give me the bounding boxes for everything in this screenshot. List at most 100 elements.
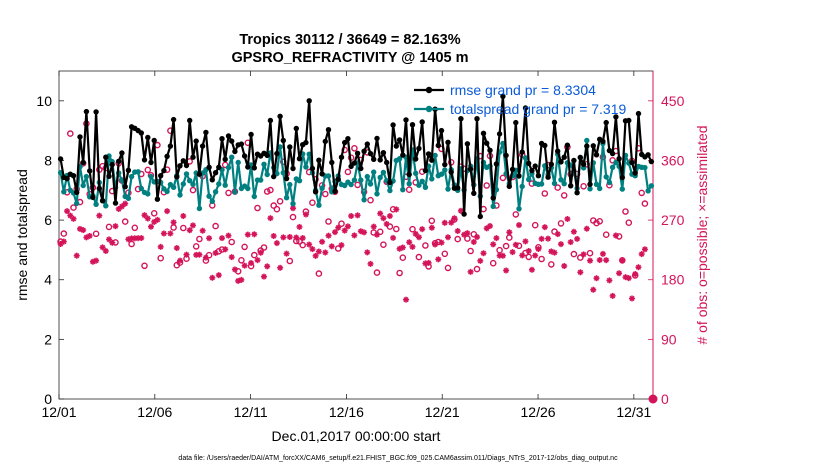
rmse-point: [464, 141, 471, 147]
totalspread-point: [183, 171, 190, 177]
obs-assimilated-point: [625, 275, 632, 282]
rmse-point: [467, 166, 474, 172]
obs-possible-point: [560, 192, 568, 199]
obs-possible-point: [596, 217, 604, 225]
rmse-point: [616, 156, 622, 162]
totalspread-point: [364, 173, 370, 180]
totalspread-point: [180, 181, 186, 187]
obs-possible-point: [241, 243, 248, 251]
totalspread-point: [125, 195, 132, 201]
rmse-point: [555, 148, 561, 154]
rmse-point: [438, 127, 445, 134]
obs-assimilated-point: [406, 239, 413, 246]
obs-assimilated-point: [325, 232, 332, 239]
totalspread-point: [61, 189, 67, 195]
totalspread-point: [400, 187, 406, 193]
rmse-point: [532, 163, 538, 169]
totalspread-point: [235, 159, 241, 166]
obs-assimilated-point: [432, 241, 439, 248]
obs-assimilated-point: [244, 231, 251, 238]
totalspread-point: [358, 177, 364, 183]
obs-assimilated-point: [538, 235, 545, 242]
obs-possible-point: [351, 144, 358, 152]
totalspread-point: [413, 170, 419, 176]
obs-assimilated-point: [351, 232, 358, 239]
rmse-point: [277, 113, 283, 120]
rmse-point: [384, 159, 390, 166]
rmse-point: [296, 156, 303, 162]
obs-assimilated-point: [296, 223, 303, 230]
obs-assimilated-point: [535, 246, 542, 253]
obs-assimilated-point: [341, 227, 348, 234]
obs-assimilated-point: [348, 212, 355, 219]
obs-assimilated-point: [493, 235, 500, 242]
y-axis-left-label: rmse and totalspread: [14, 169, 30, 301]
obs-assimilated-point: [80, 227, 87, 234]
obs-assimilated-point: [545, 235, 552, 242]
rmse-point: [493, 161, 500, 167]
obs-possible-point: [428, 217, 436, 225]
obs-assimilated-point: [144, 215, 151, 222]
rmse-point: [267, 117, 274, 124]
obs-assimilated-point: [554, 231, 561, 238]
totalspread-point: [613, 159, 619, 166]
rmse-point: [87, 168, 93, 174]
obs-possible-point: [422, 242, 429, 249]
y-left-tick-label: 2: [44, 331, 52, 347]
axis-ticks: 12/01 12/06 12/11 12/16 12/21 12/26 12/31 0 2 4 6 8…: [36, 71, 685, 420]
obs-assimilated-point: [322, 249, 329, 256]
obs-possible-point: [625, 219, 633, 226]
obs-possible-point: [554, 184, 562, 191]
obs-assimilated-point: [177, 257, 184, 264]
totalspread-point: [177, 192, 183, 198]
rmse-point: [448, 169, 454, 175]
totalspread-point: [377, 174, 383, 181]
obs-assimilated-point: [603, 257, 610, 264]
totalspread-point: [438, 171, 445, 177]
rmse-point: [280, 137, 286, 144]
rmse-point: [338, 154, 345, 160]
rmse-point: [74, 189, 80, 196]
obs-assimilated-point: [532, 252, 539, 259]
rmse-point: [335, 176, 341, 182]
obs-assimilated-point: [641, 246, 648, 253]
rmse-point: [325, 127, 332, 133]
obs-possible-point: [396, 269, 403, 277]
rmse-point: [287, 144, 293, 150]
totalspread-point: [145, 191, 151, 197]
obs-assimilated-point: [335, 224, 342, 231]
obs-assimilated-point: [73, 252, 80, 259]
rmse-point: [290, 165, 296, 172]
rmse-point: [80, 159, 86, 166]
obs-possible-point: [541, 190, 549, 197]
totalspread-point: [442, 167, 448, 173]
obs-assimilated-point: [451, 215, 458, 222]
obs-assimilated-point: [238, 276, 245, 283]
obs-assimilated-point: [164, 208, 171, 215]
totalspread-point: [138, 185, 144, 192]
obs-assimilated-point: [206, 235, 213, 242]
rmse-point: [316, 157, 322, 163]
rmse-point: [422, 167, 429, 174]
rmse-point: [183, 162, 190, 169]
obs-assimilated-point: [299, 235, 306, 242]
rmse-point: [629, 159, 635, 166]
obs-possible-point: [221, 161, 229, 169]
obs-assimilated-point: [480, 250, 487, 257]
obs-possible-point: [557, 220, 565, 227]
totalspread-point: [422, 184, 429, 190]
obs-assimilated-point: [399, 244, 406, 251]
obs-assimilated-point: [364, 249, 371, 256]
rmse-point: [403, 117, 409, 123]
totalspread-point: [367, 181, 374, 187]
totalspread-point: [445, 186, 451, 192]
obs-assimilated-point: [60, 238, 67, 245]
rmse-point: [500, 93, 506, 100]
rmse-point: [309, 165, 316, 172]
obs-possible-point: [489, 259, 497, 267]
obs-possible-point: [267, 186, 274, 194]
rmse-point: [542, 142, 548, 149]
obs-possible-point: [602, 231, 610, 238]
rmse-point: [558, 159, 564, 165]
